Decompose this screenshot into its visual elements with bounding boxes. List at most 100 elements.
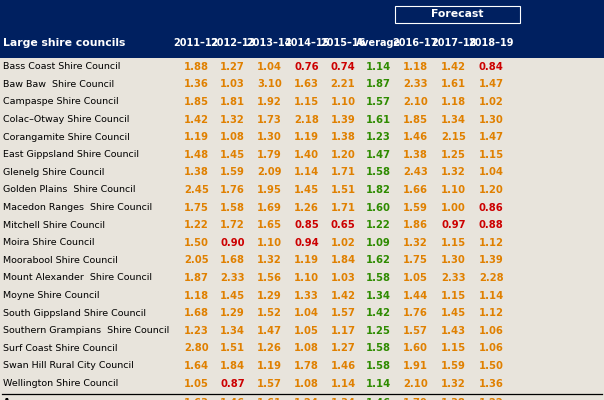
Text: South Gippsland Shire Council: South Gippsland Shire Council xyxy=(3,309,146,318)
Text: 1.14: 1.14 xyxy=(479,290,504,300)
Text: Bass Coast Shire Council: Bass Coast Shire Council xyxy=(3,62,120,71)
Text: 1.45: 1.45 xyxy=(441,308,466,318)
Text: 1.48: 1.48 xyxy=(184,150,209,160)
Text: 1.63: 1.63 xyxy=(184,398,209,400)
Text: 1.34: 1.34 xyxy=(220,326,245,336)
Text: 1.19: 1.19 xyxy=(294,255,319,266)
Text: 1.02: 1.02 xyxy=(331,238,355,248)
Text: 2.10: 2.10 xyxy=(403,378,428,388)
Text: 0.94: 0.94 xyxy=(294,238,319,248)
Text: 2.15: 2.15 xyxy=(441,132,466,142)
Text: 1.44: 1.44 xyxy=(403,290,428,300)
Text: 1.47: 1.47 xyxy=(257,326,282,336)
Text: 2.33: 2.33 xyxy=(403,79,428,89)
Text: 1.71: 1.71 xyxy=(330,202,356,212)
Text: 1.68: 1.68 xyxy=(184,308,209,318)
Text: Average: Average xyxy=(356,38,401,48)
Text: 1.20: 1.20 xyxy=(479,185,504,195)
Text: 1.20: 1.20 xyxy=(331,150,355,160)
Text: 1.59: 1.59 xyxy=(403,202,428,212)
Text: 1.79: 1.79 xyxy=(257,150,281,160)
Text: 1.42: 1.42 xyxy=(184,114,209,124)
Text: Macedon Ranges  Shire Council: Macedon Ranges Shire Council xyxy=(3,203,152,212)
Text: 1.10: 1.10 xyxy=(257,238,282,248)
Text: 1.71: 1.71 xyxy=(330,167,356,177)
Text: 2.10: 2.10 xyxy=(403,97,428,107)
Text: 0.65: 0.65 xyxy=(331,220,355,230)
Text: Baw Baw  Shire Council: Baw Baw Shire Council xyxy=(3,80,114,89)
Text: 1.42: 1.42 xyxy=(330,290,356,300)
Text: 2.43: 2.43 xyxy=(403,167,428,177)
Text: 2.09: 2.09 xyxy=(257,167,281,177)
Text: Wellington Shire Council: Wellington Shire Council xyxy=(3,379,118,388)
Text: 1.10: 1.10 xyxy=(294,273,319,283)
Text: 1.12: 1.12 xyxy=(479,308,504,318)
Text: 2.33: 2.33 xyxy=(442,273,466,283)
Text: 1.38: 1.38 xyxy=(330,132,356,142)
Text: 1.57: 1.57 xyxy=(330,308,356,318)
Text: 1.18: 1.18 xyxy=(184,290,209,300)
Text: 1.22: 1.22 xyxy=(479,398,504,400)
Text: 1.00: 1.00 xyxy=(442,202,466,212)
Text: 1.36: 1.36 xyxy=(479,378,504,388)
Text: 1.39: 1.39 xyxy=(479,255,504,266)
Text: 1.85: 1.85 xyxy=(184,97,209,107)
Text: 1.27: 1.27 xyxy=(331,343,355,353)
Text: Moyne Shire Council: Moyne Shire Council xyxy=(3,291,100,300)
Text: 1.56: 1.56 xyxy=(257,273,282,283)
Text: 1.09: 1.09 xyxy=(366,238,391,248)
Bar xyxy=(395,6,520,23)
Text: 1.08: 1.08 xyxy=(220,132,245,142)
Bar xyxy=(0,29,604,58)
Text: 1.25: 1.25 xyxy=(366,326,391,336)
Text: 1.15: 1.15 xyxy=(479,150,504,160)
Text: 1.60: 1.60 xyxy=(403,343,428,353)
Text: 1.84: 1.84 xyxy=(220,361,245,371)
Text: 1.59: 1.59 xyxy=(441,361,466,371)
Text: 1.91: 1.91 xyxy=(403,361,428,371)
Text: 1.46: 1.46 xyxy=(330,361,356,371)
Text: 1.32: 1.32 xyxy=(442,167,466,177)
Text: 1.04: 1.04 xyxy=(294,308,319,318)
Text: 1.26: 1.26 xyxy=(257,343,282,353)
Text: 1.58: 1.58 xyxy=(366,343,391,353)
Text: 2.18: 2.18 xyxy=(294,114,319,124)
Text: 2018–19: 2018–19 xyxy=(469,38,514,48)
Text: Moira Shire Council: Moira Shire Council xyxy=(3,238,94,247)
Text: 1.42: 1.42 xyxy=(366,308,391,318)
Text: 2017–18: 2017–18 xyxy=(431,38,477,48)
Text: 1.04: 1.04 xyxy=(257,62,282,72)
Text: 1.23: 1.23 xyxy=(184,326,208,336)
Text: 1.39: 1.39 xyxy=(331,114,355,124)
Text: 1.05: 1.05 xyxy=(294,326,319,336)
Text: 1.33: 1.33 xyxy=(294,290,319,300)
Text: 1.23: 1.23 xyxy=(366,132,391,142)
Text: 2011–12: 2011–12 xyxy=(173,38,219,48)
Text: Mitchell Shire Council: Mitchell Shire Council xyxy=(3,221,105,230)
Text: 1.76: 1.76 xyxy=(403,308,428,318)
Text: 1.87: 1.87 xyxy=(366,79,391,89)
Text: Swan Hill Rural City Council: Swan Hill Rural City Council xyxy=(3,362,133,370)
Text: 1.15: 1.15 xyxy=(441,290,466,300)
Text: 1.47: 1.47 xyxy=(479,79,504,89)
Text: 1.12: 1.12 xyxy=(479,238,504,248)
Text: 1.06: 1.06 xyxy=(479,343,504,353)
Text: 1.30: 1.30 xyxy=(479,114,504,124)
Text: 2014–15: 2014–15 xyxy=(284,38,329,48)
Text: 1.34: 1.34 xyxy=(366,290,391,300)
Text: 0.84: 0.84 xyxy=(479,62,504,72)
Text: 2.80: 2.80 xyxy=(184,343,208,353)
Text: 1.58: 1.58 xyxy=(366,361,391,371)
Text: Glenelg Shire Council: Glenelg Shire Council xyxy=(3,168,104,177)
Text: 1.10: 1.10 xyxy=(330,97,356,107)
Text: 0.97: 0.97 xyxy=(442,220,466,230)
Text: 1.34: 1.34 xyxy=(441,114,466,124)
Text: 1.45: 1.45 xyxy=(220,150,245,160)
Text: 2016–17: 2016–17 xyxy=(393,38,438,48)
Text: 1.08: 1.08 xyxy=(294,343,319,353)
Text: 1.61: 1.61 xyxy=(257,398,282,400)
Text: 1.32: 1.32 xyxy=(220,114,245,124)
Text: 1.72: 1.72 xyxy=(220,220,245,230)
Text: 1.42: 1.42 xyxy=(441,62,466,72)
Text: 1.15: 1.15 xyxy=(294,97,319,107)
